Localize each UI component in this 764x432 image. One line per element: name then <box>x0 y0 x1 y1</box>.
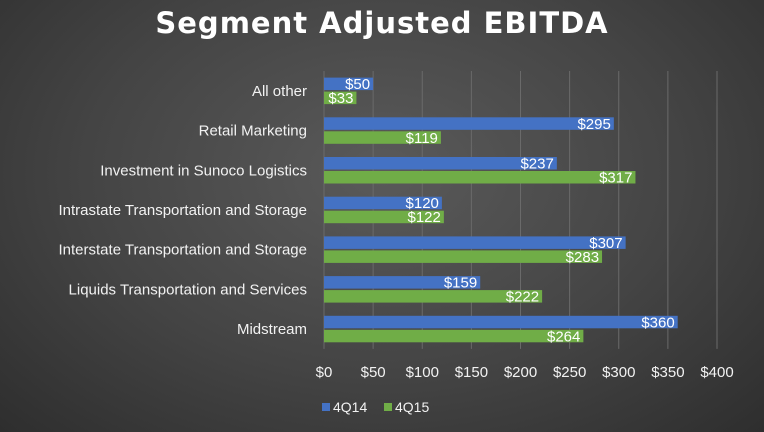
x-tick-label: $150 <box>455 364 488 381</box>
bar-4q14 <box>324 276 481 289</box>
data-label: $222 <box>506 289 539 306</box>
data-label: $360 <box>641 314 674 331</box>
legend-swatch-4q14 <box>322 403 330 411</box>
bar-4q15 <box>324 210 444 224</box>
legend-swatch-4q15 <box>384 403 392 411</box>
data-label: $50 <box>345 76 370 93</box>
data-label: $264 <box>547 328 580 345</box>
category-label: Intrastate Transportation and Storage <box>59 202 308 219</box>
x-tick-label: $200 <box>504 364 537 381</box>
chart-title: Segment Adjusted EBITDA <box>155 6 609 40</box>
bar-4q14 <box>324 196 442 210</box>
x-tick-label: $350 <box>651 364 684 381</box>
legend-label: 4Q14 <box>333 399 367 415</box>
bar-4q15 <box>324 171 636 184</box>
bar-4q14 <box>324 315 678 329</box>
category-label: Midstream <box>237 321 307 338</box>
data-label: $119 <box>406 130 438 147</box>
bar-4q14 <box>324 117 614 130</box>
category-label: Retail Marketing <box>199 123 307 140</box>
data-label: $317 <box>599 170 632 187</box>
x-tick-label: $250 <box>553 364 586 381</box>
x-tick-label: $100 <box>406 364 439 381</box>
category-label: All other <box>252 83 307 100</box>
bar-4q14 <box>324 236 626 249</box>
data-label: $283 <box>566 249 599 266</box>
x-tick-label: $0 <box>316 364 333 381</box>
data-label: $159 <box>444 275 477 292</box>
x-tick-label: $400 <box>700 364 733 381</box>
bar-4q15 <box>324 250 603 263</box>
data-label: $120 <box>406 195 439 212</box>
data-label: $307 <box>589 235 622 252</box>
category-label: Liquids Transportation and Services <box>69 281 307 298</box>
bar-4q14 <box>324 77 374 91</box>
bar-4q15 <box>324 290 543 303</box>
bar-4q15 <box>324 131 441 144</box>
category-label: Investment in Sunoco Logistics <box>100 162 307 179</box>
data-label: $33 <box>328 90 353 107</box>
data-label: $237 <box>520 156 553 173</box>
legend-label: 4Q15 <box>395 399 429 415</box>
bar-4q14 <box>324 157 557 170</box>
data-label: $295 <box>577 116 610 133</box>
category-label: Interstate Transportation and Storage <box>59 242 308 259</box>
data-label: $122 <box>407 209 440 226</box>
x-tick-label: $300 <box>602 364 635 381</box>
x-tick-label: $50 <box>361 364 386 381</box>
bar-4q15 <box>324 329 584 343</box>
bar-4q15 <box>324 91 357 105</box>
